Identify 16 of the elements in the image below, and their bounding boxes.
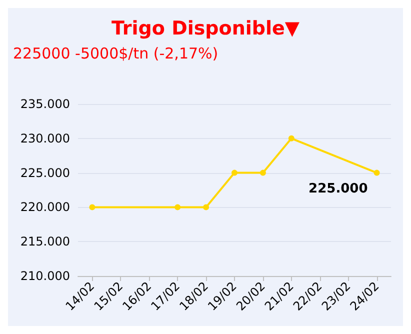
y-tick-label: 215.000 [20, 234, 70, 249]
point [232, 170, 238, 176]
point [288, 135, 294, 142]
chart-subtitle: 225000 -5000$/tn (-2,17%) [13, 44, 218, 62]
y-tick-label: 220.000 [20, 200, 70, 214]
point [203, 204, 210, 210]
point [89, 204, 96, 210]
y-tick-label: 230.000 [20, 131, 70, 146]
y-tick-label: 210.000 [20, 269, 70, 283]
point [374, 170, 380, 176]
chart-title: Trigo Disponible▼ [112, 18, 300, 40]
point [260, 170, 266, 176]
y-tick-label: 235.000 [20, 97, 70, 111]
y-tick-label: 225.000 [20, 166, 70, 180]
annotation: 225.000 [308, 181, 368, 196]
point [174, 204, 181, 210]
